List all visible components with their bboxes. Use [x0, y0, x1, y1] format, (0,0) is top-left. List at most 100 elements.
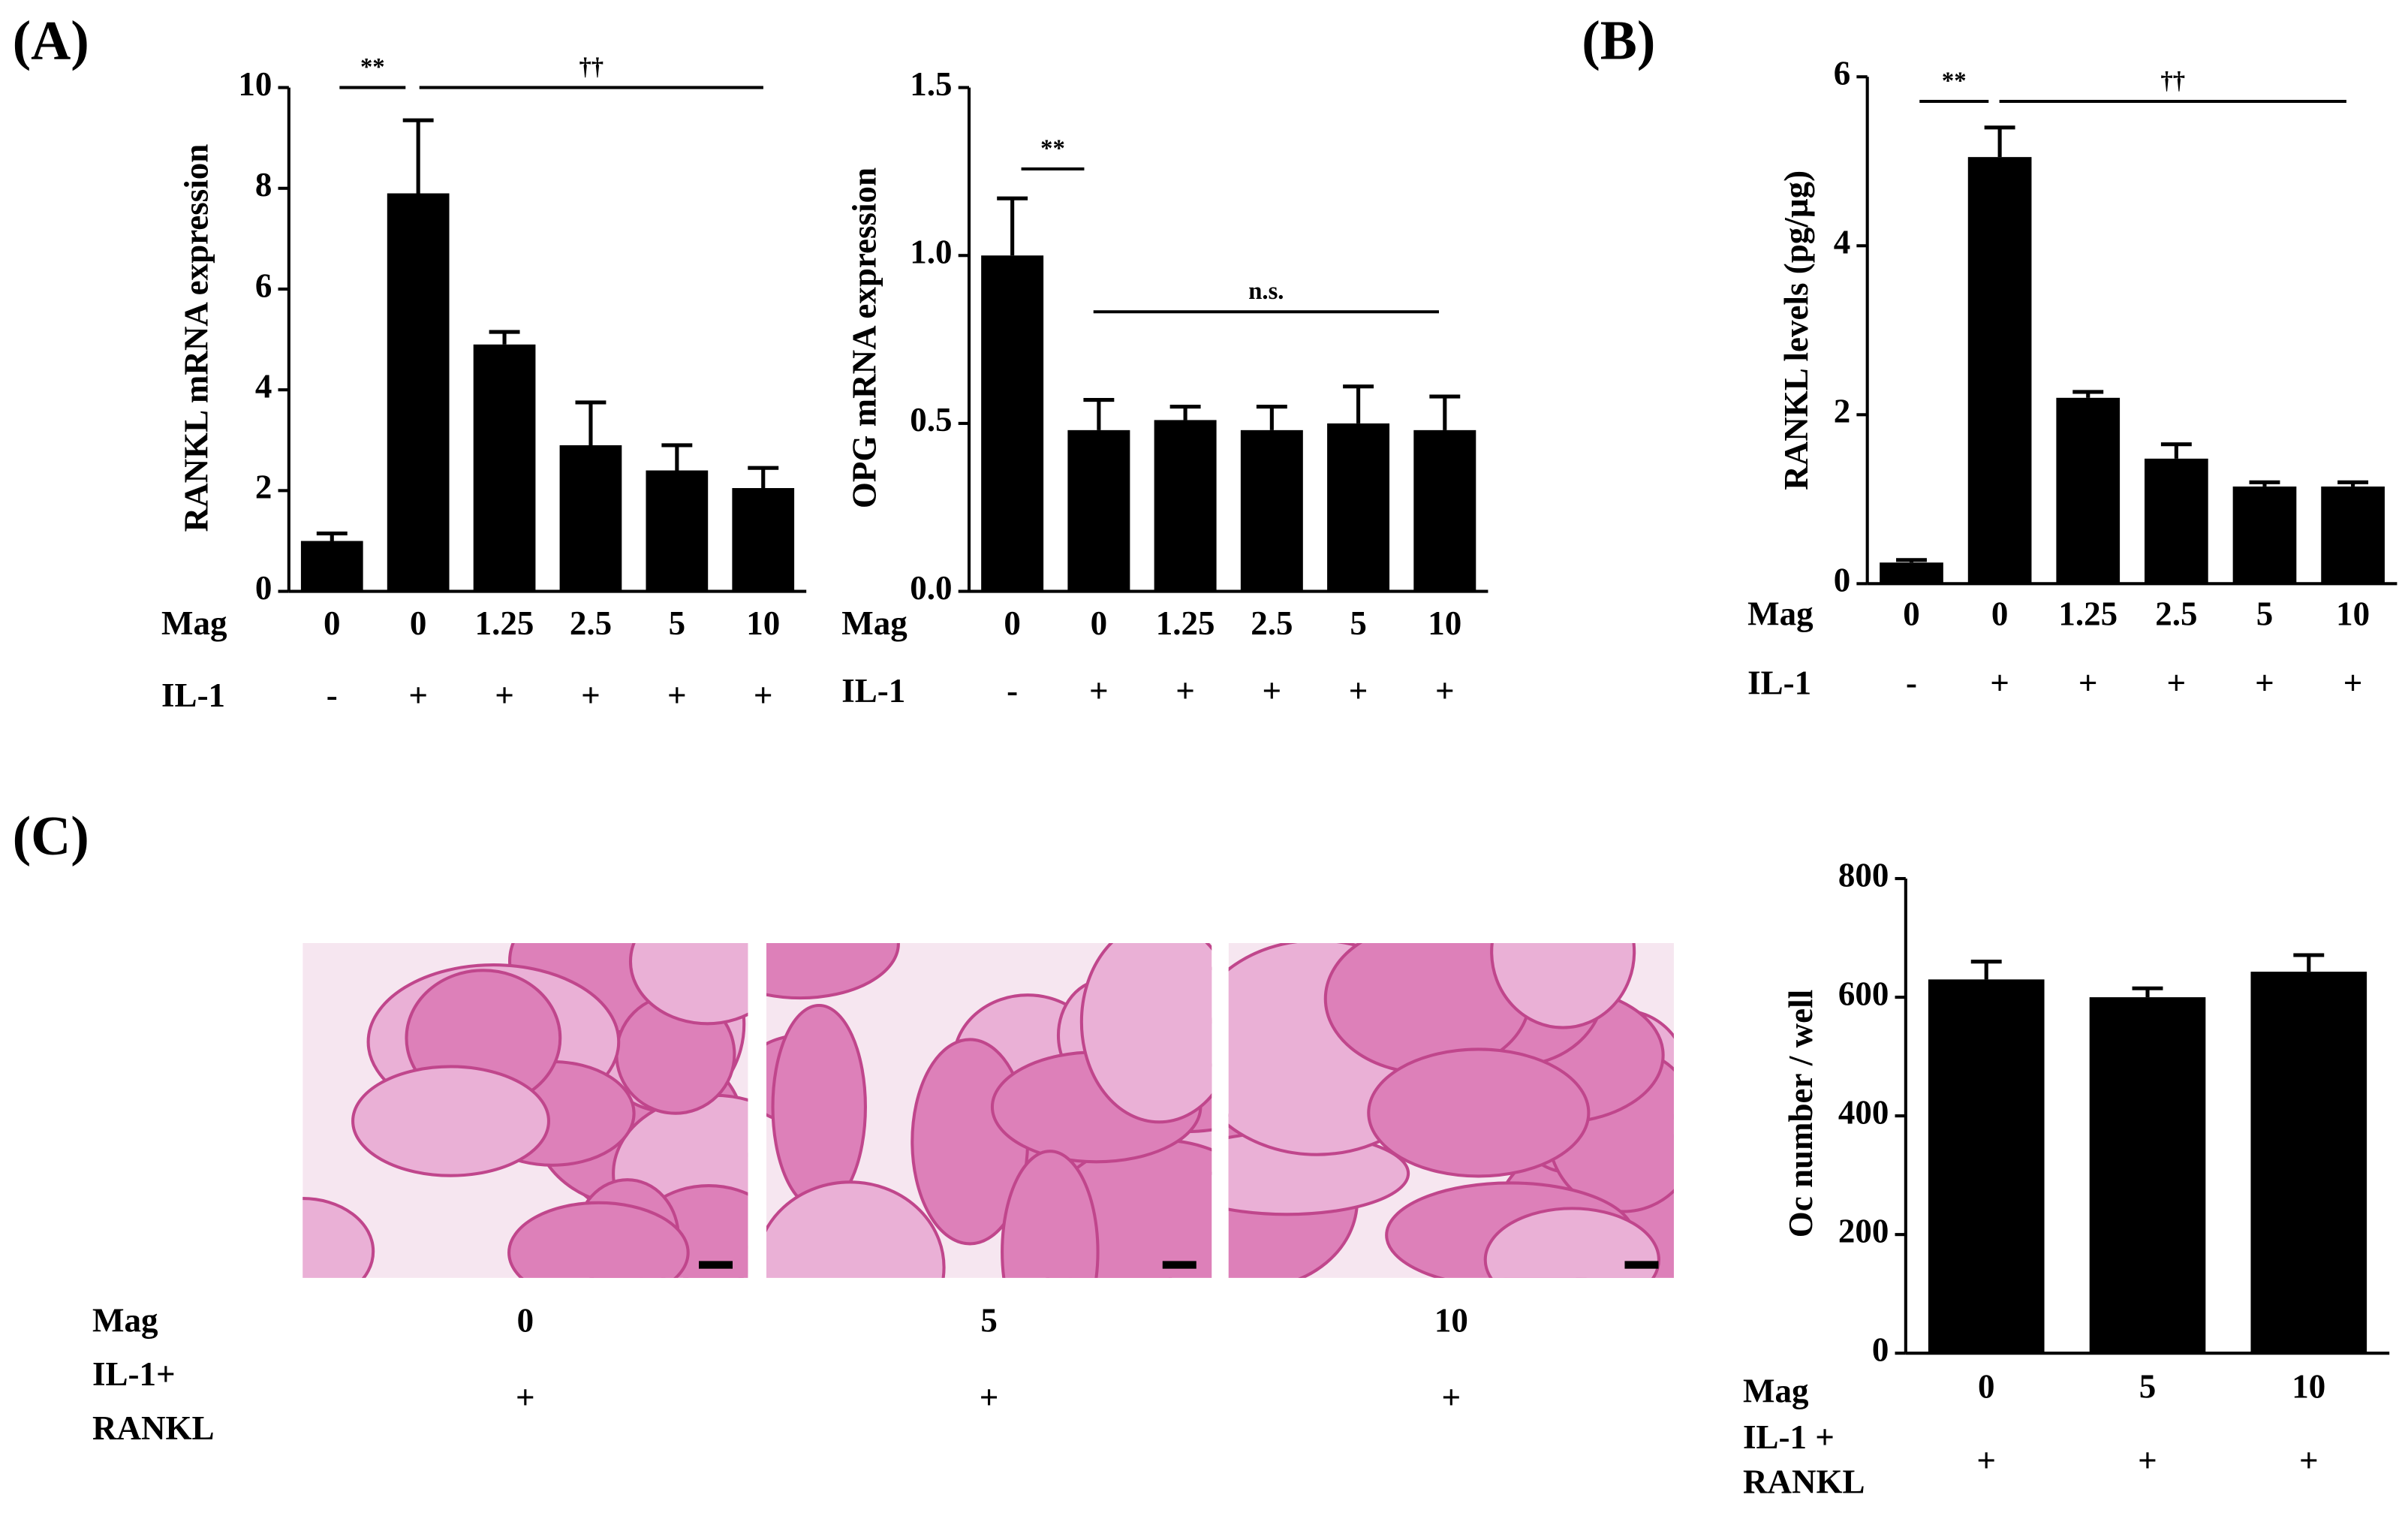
x-tick-label: + [2138, 1442, 2157, 1479]
bar [1413, 429, 1476, 592]
bar [1880, 562, 1943, 584]
y-tick-label: 6 [1834, 55, 1851, 92]
row-label: IL-1 [161, 677, 225, 714]
x-tick-label: + [2078, 665, 2098, 702]
y-axis-title: Oc number / well [1782, 990, 1820, 1237]
y-axis-title: RANKL levels (pg/µg) [1777, 170, 1815, 490]
cell [1483, 1207, 1660, 1278]
y-axis-title: OPG mRNA expression [845, 167, 883, 508]
bar [732, 488, 795, 592]
cell [1367, 1047, 1591, 1178]
cell [351, 1065, 551, 1177]
y-tick-label: 200 [1838, 1212, 1889, 1249]
x-tick-label: + [1990, 665, 2009, 702]
y-tick-label: 0 [1872, 1331, 1889, 1368]
y-tick-label: 1.0 [910, 234, 952, 271]
x-tick-label: - [1007, 672, 1018, 710]
x-tick-label: + [1435, 672, 1455, 710]
x-tick-label: 0 [1991, 595, 2009, 633]
x-tick-label: 1.25 [475, 604, 534, 642]
x-tick-label: 0 [1978, 1368, 1995, 1406]
x-tick-label: 5 [1350, 604, 1367, 642]
y-tick-label: 0 [255, 569, 272, 607]
x-tick-label: 10 [2292, 1368, 2325, 1406]
significance-label: †† [2160, 68, 2185, 95]
x-tick-label: + [495, 677, 514, 714]
micrograph [303, 942, 748, 1278]
row-label: IL-1 + [1743, 1418, 1835, 1456]
x-tick-label: - [327, 677, 338, 714]
row-label: IL-1 [1747, 665, 1811, 702]
x-tick-label: + [581, 677, 600, 714]
image-label: 10 [1434, 1302, 1468, 1340]
bar [2232, 486, 2297, 584]
row-label: IL-1 [841, 672, 905, 710]
y-tick-label: 2 [255, 469, 272, 506]
cell [1079, 942, 1212, 1124]
y-tick-label: 0.0 [910, 569, 952, 607]
cell [766, 942, 900, 1000]
image-label: + [516, 1379, 535, 1416]
bar [646, 470, 709, 592]
panel-label: (A) [13, 9, 89, 71]
cell [628, 942, 748, 1026]
bar [1154, 420, 1217, 592]
x-tick-label: 1.25 [1156, 604, 1215, 642]
row-label: Mag [1747, 595, 1814, 633]
cell [771, 1003, 867, 1210]
bar [2089, 997, 2206, 1354]
x-tick-label: + [2299, 1442, 2319, 1479]
x-tick-label: 5 [669, 604, 686, 642]
y-tick-label: 0 [1834, 562, 1851, 599]
row-label: Mag [161, 604, 227, 642]
micrographs [303, 942, 1674, 1278]
x-tick-label: 0 [1004, 604, 1021, 642]
y-tick-label: 400 [1838, 1093, 1889, 1131]
significance-label: †† [579, 54, 604, 81]
x-tick-label: 2.5 [1251, 604, 1293, 642]
x-tick-label: + [2167, 665, 2187, 702]
image-label: 5 [980, 1302, 998, 1340]
x-tick-label: 10 [2336, 595, 2370, 633]
y-tick-label: 10 [238, 65, 272, 103]
cell [1001, 1150, 1100, 1278]
x-tick-label: + [1175, 672, 1195, 710]
x-tick-label: + [754, 677, 773, 714]
panel-label: (B) [1582, 9, 1655, 71]
significance-label: ** [1942, 68, 1967, 95]
significance-label: n.s. [1248, 278, 1284, 305]
bar [2056, 397, 2121, 584]
x-tick-label: + [408, 677, 428, 714]
x-tick-label: 5 [2139, 1368, 2157, 1406]
row-label: Mag [841, 604, 908, 642]
bar [300, 541, 363, 592]
significance-label: ** [1040, 135, 1065, 162]
y-tick-label: 2 [1834, 393, 1851, 430]
y-tick-label: 1.5 [910, 65, 952, 103]
y-axis-title: RANKL mRNA expression [178, 144, 215, 532]
row-label: IL-1+ [92, 1355, 176, 1393]
x-tick-label: + [1349, 672, 1368, 710]
y-tick-label: 4 [1834, 224, 1851, 261]
x-tick-label: + [2343, 665, 2363, 702]
y-tick-label: 8 [255, 166, 272, 203]
scale-bar [699, 1261, 733, 1269]
y-tick-label: 800 [1838, 856, 1889, 894]
row-label: Mag [1743, 1373, 1809, 1410]
scale-bar [1162, 1261, 1196, 1269]
bar [2321, 486, 2385, 584]
x-tick-label: + [1263, 672, 1282, 710]
bar [1067, 429, 1130, 592]
x-tick-label: + [667, 677, 687, 714]
row-label: RANKL [92, 1409, 215, 1447]
x-tick-label: 2.5 [570, 604, 612, 642]
bar [981, 255, 1044, 592]
bar [559, 445, 622, 592]
scale-bar [1624, 1261, 1659, 1269]
micrograph [766, 942, 1212, 1278]
row-label: RANKL [1743, 1463, 1865, 1500]
bar [1967, 157, 2032, 584]
x-tick-label: 1.25 [2058, 595, 2118, 633]
